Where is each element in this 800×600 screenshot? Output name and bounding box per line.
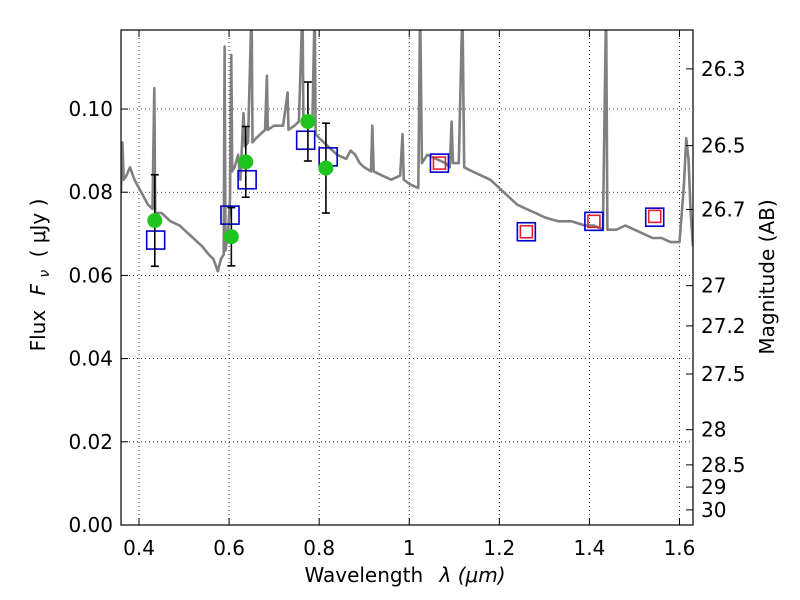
model-flux-box	[145, 230, 166, 250]
magnitude-tick-label: 27.5	[701, 362, 746, 386]
model-photometry	[145, 130, 665, 250]
x-axis-title-symbol: λ (μm)	[439, 563, 506, 587]
observed-photometry	[147, 81, 334, 268]
x-tick-label: 1.2	[483, 536, 515, 560]
y-tick-label: 0.02	[68, 430, 113, 454]
magnitude-tick-label: 29	[701, 475, 726, 499]
observed-flux-point	[223, 229, 239, 245]
x-axis-ticks: 0.4 0.6 0.8 1 1.2 1.4 1.6	[123, 30, 695, 560]
magnitude-tick-label: 27	[701, 274, 726, 298]
y-tick-label: 0.04	[68, 347, 113, 371]
y-tick-label: 0.08	[68, 180, 113, 204]
y-axis-title-text: Flux	[26, 310, 50, 352]
observed-flux-point	[238, 154, 254, 170]
model-flux-box	[516, 221, 537, 242]
y-axis-title-symbol: F	[26, 283, 50, 295]
magnitude-tick-label: 27.2	[701, 314, 746, 338]
model-flux-box	[584, 211, 604, 232]
x-tick-label: 1	[403, 536, 416, 560]
model-flux-box	[644, 207, 665, 227]
x-tick-label: 1.4	[574, 536, 606, 560]
y-tick-label: 0.06	[68, 263, 113, 287]
template-spectrum-line	[121, 30, 693, 273]
observed-flux-point	[147, 213, 163, 229]
x-tick-label: 0.6	[213, 536, 245, 560]
plot-frame	[120, 29, 694, 526]
x-tick-label: 0.8	[303, 536, 335, 560]
observed-flux-point	[318, 160, 334, 176]
magnitude-tick-label: 26.5	[701, 134, 746, 158]
model-flux-box	[295, 130, 316, 151]
magnitude-tick-label: 30	[701, 498, 726, 522]
template-spectrum	[121, 30, 693, 273]
x-tick-label: 0.4	[123, 536, 155, 560]
y-axis-ticks: 0.00 0.02 0.04 0.06 0.08 0.10	[68, 97, 128, 537]
magnitude-axis-title: Magnitude (AB)	[755, 199, 779, 354]
y-axis-title-subscript: ν	[37, 270, 53, 278]
x-axis-title-text: Wavelength	[304, 563, 423, 587]
model-flux-box	[220, 205, 240, 225]
y-axis-title-unit: ( μJy )	[26, 199, 50, 258]
y-tick-label: 0.00	[68, 513, 113, 537]
y-axis-title: Flux F ν ( μJy )	[26, 199, 54, 352]
ir-photometry	[432, 156, 662, 239]
ir-flux-box	[519, 224, 534, 239]
model-flux-box	[429, 153, 450, 173]
ir-flux-box	[432, 156, 447, 170]
x-tick-label: 1.6	[664, 536, 696, 560]
magnitude-tick-label: 28	[701, 418, 726, 442]
ir-flux-box	[587, 214, 601, 229]
magnitude-tick-label: 28.5	[701, 453, 746, 477]
magnitude-tick-label: 26.3	[701, 57, 746, 81]
model-flux-box	[237, 169, 257, 190]
magnitude-tick-label: 26.7	[701, 197, 746, 221]
y-tick-label: 0.10	[68, 97, 113, 121]
ir-flux-box	[647, 209, 662, 224]
observed-flux-point	[300, 114, 316, 130]
x-axis-title: Wavelength λ (μm)	[304, 563, 505, 587]
